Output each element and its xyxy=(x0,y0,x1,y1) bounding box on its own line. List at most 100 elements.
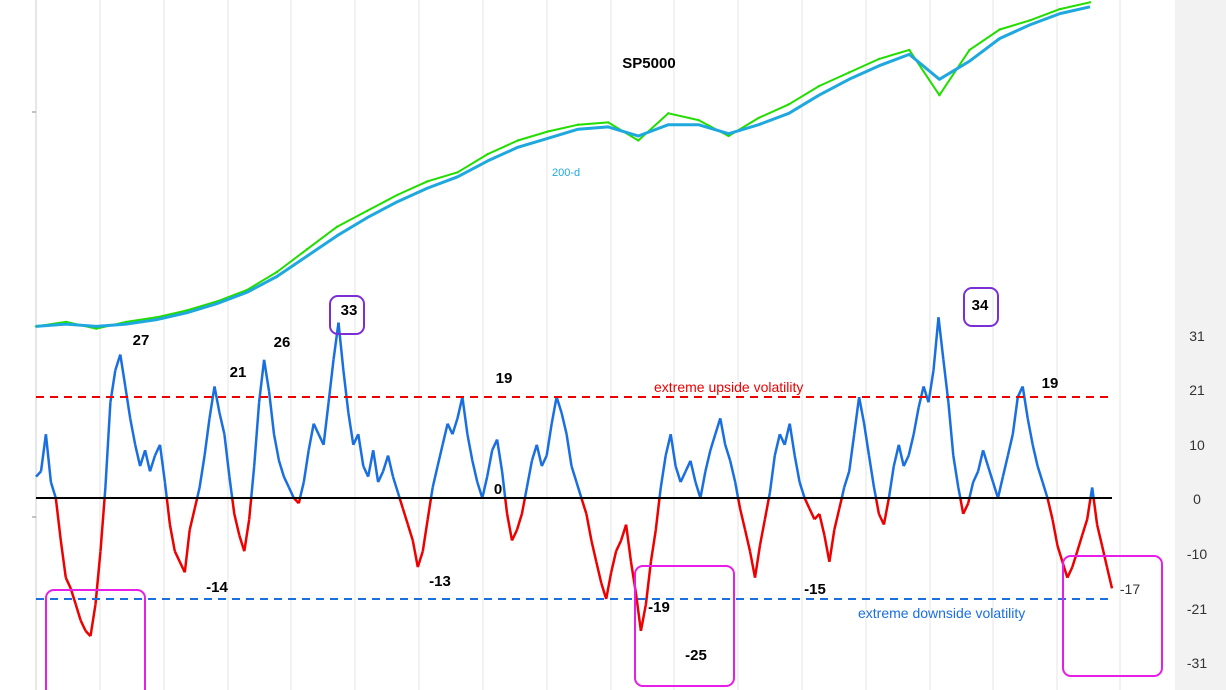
upper-reference-label: extreme upside volatility xyxy=(654,379,803,395)
extreme-box-2 xyxy=(634,565,735,687)
oscillator-segment-124 xyxy=(649,529,658,562)
price-point-19 xyxy=(607,121,610,124)
price-point-1 xyxy=(64,320,68,324)
y-tick-label-3: 0 xyxy=(1193,491,1201,507)
oscillator-segment-0 xyxy=(35,470,42,478)
oscillator-segment-205 xyxy=(1051,519,1059,547)
price-point-16 xyxy=(516,139,519,142)
oscillator-segment-204b xyxy=(1046,497,1054,520)
oscillator-segment-79b xyxy=(429,487,434,499)
y-axis-ticks: 31 21 10 0 -10 -21 -31 xyxy=(1187,328,1207,671)
oscillator-segment-28 xyxy=(173,550,181,563)
y-tick-label-6: -31 xyxy=(1187,655,1207,671)
oscillator-segment-38 xyxy=(223,434,231,477)
oscillator-segment-101 xyxy=(535,444,544,467)
peak-annotations: 27 21 26 33 19 0 -14 -13 -19 -25 -15 34 19 -17 xyxy=(133,297,1141,664)
oscillator-segment-167 xyxy=(862,423,871,456)
oscillator-segment-141a xyxy=(733,481,740,499)
price-point-32 xyxy=(998,28,1001,31)
oscillator-segment-171a xyxy=(882,497,891,525)
oscillator-segment-76 xyxy=(411,540,420,568)
oscillator-segment-183 xyxy=(942,359,950,403)
oscillator-segment-79a xyxy=(426,497,433,520)
oscillator-segment-188b xyxy=(968,481,975,499)
oscillator-segment-104 xyxy=(550,396,558,424)
oscillator-segment-166 xyxy=(857,396,866,424)
oscillator-segment-209 xyxy=(1071,550,1079,568)
price-point-11 xyxy=(366,209,369,212)
oscillator-segment-34 xyxy=(203,418,211,456)
oscillator-segment-39a xyxy=(228,476,234,499)
oscillator-segment-206 xyxy=(1056,545,1064,563)
oscillator-segment-33 xyxy=(198,455,206,488)
price-point-21 xyxy=(667,112,670,115)
price-point-27 xyxy=(847,71,851,74)
oscillator-segment-68 xyxy=(371,450,380,483)
y-tick-label-5: -21 xyxy=(1187,601,1207,617)
oscillator-segment-200 xyxy=(1026,418,1034,446)
oscillator-segment-191 xyxy=(981,449,990,467)
chart-title: SP5000 xyxy=(622,55,675,72)
oscillator-segment-189 xyxy=(972,470,980,483)
ma-series-label: 200-d xyxy=(552,167,580,179)
oscillator-segment-105 xyxy=(555,396,563,414)
oscillator-segment-195 xyxy=(1001,455,1010,477)
oscillator-segment-158 xyxy=(818,513,826,536)
oscillator-segment-32a xyxy=(193,497,199,509)
oscillator-segment-87 xyxy=(466,433,474,462)
price-point-22 xyxy=(697,118,700,122)
oscillator-segment-111 xyxy=(585,513,593,541)
oscillator-segment-5 xyxy=(59,540,68,578)
oscillator-segment-21 xyxy=(138,449,147,467)
oscillator-segment-94a xyxy=(500,471,507,499)
oscillator-segment-193 xyxy=(991,481,1000,499)
oscillator-segment-140 xyxy=(728,460,737,483)
oscillator-segment-161 xyxy=(833,508,841,531)
price-point-23 xyxy=(727,134,730,138)
price-point-24 xyxy=(757,116,760,120)
oscillator-segment-196 xyxy=(1006,433,1015,456)
oscillator-segment-67 xyxy=(366,449,375,477)
oscillator-segment-75 xyxy=(406,524,414,541)
oscillator-segment-182 xyxy=(937,317,945,360)
oscillator-segment-17 xyxy=(119,354,127,387)
oscillator-segment-203 xyxy=(1041,481,1049,499)
oscillator-segment-184 xyxy=(947,402,955,456)
oscillator-segment-160 xyxy=(828,529,836,562)
oscillator-segment-151 xyxy=(783,423,791,446)
oscillator-segment-149 xyxy=(773,433,782,456)
oscillator-segment-119 xyxy=(624,524,633,562)
annotation-label-0: 27 xyxy=(133,332,150,349)
oscillator-segment-162a xyxy=(838,497,844,509)
oscillator-segment-163 xyxy=(843,471,851,488)
oscillator-segment-86 xyxy=(461,396,469,435)
oscillator-segment-43b xyxy=(249,465,256,499)
price-point-15 xyxy=(486,152,489,156)
oscillator-segment-48 xyxy=(272,433,281,462)
oscillator-segment-129 xyxy=(674,465,682,483)
oscillator-segment-214 xyxy=(1095,524,1104,547)
oscillator-segment-73b xyxy=(398,497,405,509)
oscillator-segment-88 xyxy=(471,460,479,483)
oscillator-segment-211 xyxy=(1081,518,1089,536)
annotation-label-10: -15 xyxy=(804,581,826,598)
oscillator-segment-56 xyxy=(312,423,320,435)
oscillator-segment-197 xyxy=(1011,396,1020,435)
y-tick-label-4: -10 xyxy=(1187,546,1207,562)
oscillator-segment-135 xyxy=(704,449,712,472)
annotation-label-2: 26 xyxy=(274,334,291,351)
oscillator-segment-98a xyxy=(520,497,527,515)
oscillator-segment-20 xyxy=(133,444,142,467)
oscillator-segment-40 xyxy=(233,513,241,536)
oscillator-segment-55 xyxy=(307,423,315,451)
highlight-boxes xyxy=(45,287,1163,690)
oscillator-segment-11 xyxy=(89,604,97,637)
oscillator-segment-96 xyxy=(510,529,519,542)
oscillator-segment-174 xyxy=(897,444,905,467)
price-point-33 xyxy=(1028,19,1032,22)
oscillator-segment-106 xyxy=(560,412,568,435)
oscillator-segment-213b xyxy=(1092,497,1099,525)
oscillator-segment-39b xyxy=(230,497,236,515)
